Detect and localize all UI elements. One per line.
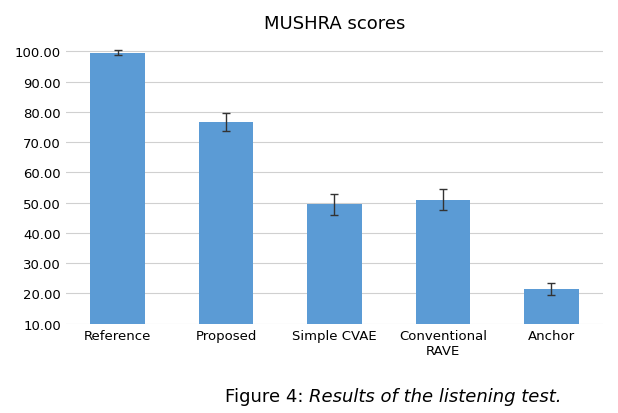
Text: Figure 4:: Figure 4: (225, 387, 309, 406)
Bar (416, 200, 470, 324)
Bar (199, 123, 253, 324)
Bar (90, 54, 145, 324)
Text: Results of the listening test.: Results of the listening test. (309, 387, 562, 406)
Title: MUSHRA scores: MUSHRA scores (264, 15, 405, 33)
Bar (524, 289, 578, 324)
Bar (307, 204, 362, 324)
